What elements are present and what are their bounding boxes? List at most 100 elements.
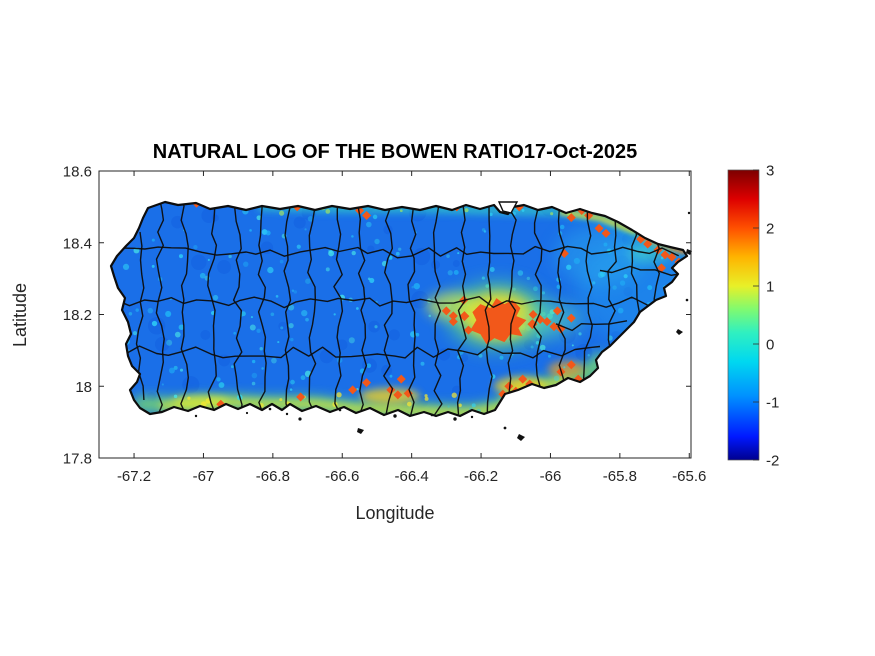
speckle bbox=[151, 320, 158, 327]
speckle bbox=[647, 285, 653, 291]
speckle-green bbox=[325, 209, 331, 214]
dark-mottle bbox=[609, 207, 621, 219]
speckle bbox=[305, 278, 311, 284]
dark-mottle bbox=[388, 329, 400, 341]
speckle bbox=[660, 298, 665, 303]
speckle bbox=[199, 272, 206, 279]
y-tick-label: 18.6 bbox=[63, 164, 92, 181]
dark-mottle bbox=[154, 337, 170, 352]
speckle bbox=[296, 244, 301, 249]
municipality-border bbox=[599, 265, 685, 276]
speckle bbox=[573, 257, 580, 265]
speckle bbox=[483, 230, 487, 233]
speckle bbox=[428, 314, 432, 318]
x-axis-ticks: -67.2 -67 -66.8 -66.6 -66.4 -66.2 -66 -65.8 -65.… bbox=[117, 171, 706, 485]
speckle bbox=[673, 362, 680, 369]
speckle bbox=[578, 332, 582, 336]
hotspot-diamond bbox=[448, 311, 458, 321]
speckle bbox=[603, 242, 608, 247]
speckle bbox=[566, 264, 572, 270]
hotspot-diamond bbox=[566, 360, 576, 370]
speckle bbox=[649, 317, 654, 322]
speckle bbox=[290, 337, 294, 342]
municipality-border bbox=[357, 202, 368, 416]
speckle bbox=[289, 388, 293, 391]
speckle bbox=[372, 214, 378, 220]
speckle bbox=[633, 343, 638, 348]
speckle bbox=[658, 212, 662, 215]
speckle bbox=[657, 400, 661, 404]
speckle bbox=[627, 344, 634, 351]
speckle bbox=[456, 202, 463, 206]
speckle bbox=[165, 310, 172, 317]
speckle bbox=[270, 312, 275, 317]
hotspot-diamond bbox=[306, 202, 316, 208]
dark-mottle bbox=[437, 348, 451, 361]
speckle bbox=[643, 318, 649, 324]
x-tick-label: -66.6 bbox=[325, 468, 359, 485]
hotspot-diamond bbox=[459, 311, 470, 322]
speckle bbox=[530, 345, 534, 349]
speckle bbox=[533, 286, 538, 292]
dark-mottle bbox=[293, 216, 306, 229]
speckle bbox=[457, 252, 460, 255]
municipality-border bbox=[432, 202, 443, 416]
hotspot-diamond bbox=[527, 319, 538, 330]
speckle bbox=[547, 354, 551, 358]
speckle-yellow bbox=[336, 392, 342, 398]
speckle bbox=[351, 235, 354, 238]
municipality-border bbox=[555, 320, 628, 332]
dark-mottle bbox=[643, 202, 654, 207]
hotspot-diamond bbox=[622, 209, 632, 219]
speckle bbox=[279, 259, 284, 264]
hotspot-diamond bbox=[362, 210, 372, 220]
speckle bbox=[517, 397, 520, 400]
speckle bbox=[115, 309, 120, 314]
speckle bbox=[306, 202, 310, 204]
y-axis-label: Latitude bbox=[10, 283, 30, 347]
speckle bbox=[280, 326, 284, 330]
speckle bbox=[639, 401, 642, 404]
dark-mottle bbox=[171, 215, 184, 229]
speckle bbox=[348, 337, 355, 344]
speckle bbox=[517, 270, 524, 276]
speckle bbox=[398, 247, 402, 251]
speckle bbox=[250, 316, 253, 319]
speckle bbox=[230, 365, 234, 369]
speckle bbox=[447, 405, 450, 408]
speckle bbox=[411, 285, 414, 289]
hotspot-diamond bbox=[518, 374, 528, 384]
hotspot-diamond bbox=[552, 306, 562, 316]
hotspot-diamond bbox=[657, 263, 667, 273]
speckle bbox=[251, 381, 256, 386]
hotspot-diamond bbox=[667, 252, 677, 262]
hotspot-diamond bbox=[448, 317, 458, 327]
speckle bbox=[216, 377, 221, 382]
speckle bbox=[240, 311, 246, 317]
speckle-yellow bbox=[424, 394, 428, 398]
speckle bbox=[328, 250, 335, 257]
speckle-green bbox=[464, 208, 469, 213]
x-tick-label: -65.8 bbox=[603, 468, 637, 485]
speckle bbox=[679, 377, 684, 383]
speckle bbox=[233, 331, 237, 335]
municipality-border bbox=[653, 202, 664, 416]
speckle bbox=[520, 410, 527, 416]
speckle bbox=[489, 267, 495, 272]
speckle bbox=[305, 317, 309, 322]
speckle bbox=[366, 221, 372, 228]
speckle bbox=[541, 291, 546, 295]
speckle bbox=[228, 254, 232, 259]
speckle bbox=[681, 400, 685, 404]
dark-mottle bbox=[632, 358, 643, 369]
speckle bbox=[179, 368, 184, 372]
dark-mottle bbox=[278, 321, 288, 331]
municipality-border bbox=[533, 202, 543, 416]
speckle bbox=[647, 327, 652, 332]
dark-mottle bbox=[217, 260, 232, 274]
speckle bbox=[249, 324, 256, 331]
speckle bbox=[151, 238, 155, 242]
speckle bbox=[559, 224, 565, 230]
speckle bbox=[265, 230, 271, 236]
speckle bbox=[367, 277, 371, 281]
